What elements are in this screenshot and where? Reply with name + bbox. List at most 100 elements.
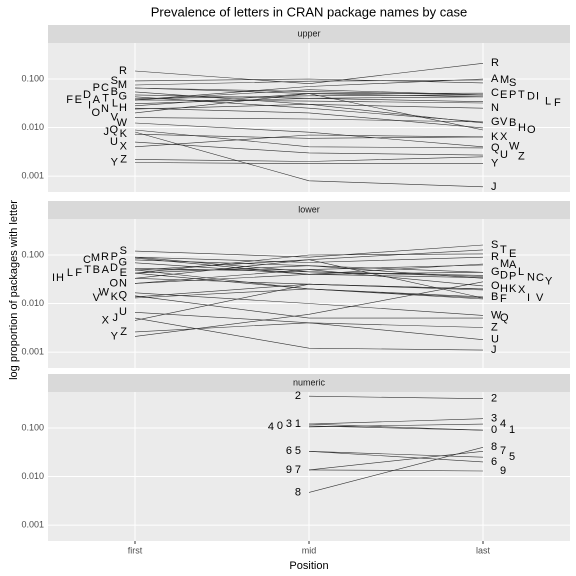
point-label: D [500, 269, 508, 281]
x-axis-label: Position [289, 560, 328, 572]
line [134, 134, 484, 148]
point-label: V [500, 116, 508, 128]
point-label: Q [500, 312, 509, 324]
point-label: I [536, 91, 539, 103]
point-label: B [491, 291, 498, 303]
point-label: C [536, 272, 544, 284]
point-label: 1 [509, 424, 515, 436]
point-label: B [93, 264, 100, 276]
point-label: X [102, 314, 110, 326]
line [134, 322, 484, 333]
point-label: P [93, 82, 100, 94]
point-label: 9 [286, 464, 292, 476]
point-label: J [104, 126, 110, 138]
point-label: D [527, 91, 535, 103]
point-label: V [536, 292, 544, 304]
point-label: U [110, 136, 118, 148]
point-label: 3 [286, 418, 292, 430]
y-axis-label: log proportion of packages with letter [8, 200, 20, 380]
point-label: P [509, 89, 516, 101]
point-label: W [491, 309, 502, 321]
point-label: O [527, 124, 536, 136]
point-label: R [101, 251, 109, 263]
line [134, 162, 483, 164]
line [308, 451, 484, 458]
point-label: L [67, 267, 73, 279]
point-label: 8 [491, 441, 497, 453]
y-tick-label: 0.010 [21, 298, 44, 308]
point-label: D [110, 262, 118, 274]
point-label: C [101, 82, 109, 94]
point-label: 0 [277, 420, 283, 432]
point-label: L [518, 266, 524, 278]
point-label: P [509, 270, 516, 282]
chart-title: Prevalence of letters in CRAN package na… [151, 4, 468, 19]
line [134, 117, 484, 123]
point-label: D [83, 89, 91, 101]
line [134, 103, 484, 110]
point-label: O [91, 107, 100, 119]
y-tick-label: 0.001 [21, 519, 44, 529]
line [134, 129, 484, 149]
point-label: R [119, 65, 127, 77]
line [134, 93, 484, 131]
y-tick-label: 0.001 [21, 346, 44, 356]
point-label: 0 [491, 424, 497, 436]
x-tick-label: mid [302, 545, 317, 555]
point-label: 6 [491, 456, 497, 468]
point-label: V [111, 112, 119, 124]
point-label: S [491, 239, 498, 251]
point-label: T [500, 244, 507, 256]
line [134, 96, 484, 123]
point-label: B [509, 117, 516, 129]
point-label: R [491, 57, 499, 69]
point-label: T [102, 93, 109, 105]
line [134, 141, 484, 156]
point-label: Q [109, 124, 118, 136]
point-label: X [120, 141, 128, 153]
point-label: W [509, 141, 520, 153]
point-label: N [101, 103, 109, 115]
line [308, 423, 484, 431]
point-label: U [500, 149, 508, 161]
point-label: C [83, 254, 91, 266]
point-label: K [491, 131, 499, 143]
point-label: P [111, 251, 118, 263]
point-label: J [491, 181, 497, 193]
strip [48, 25, 570, 43]
point-label: M [118, 79, 127, 91]
strip [48, 201, 570, 219]
line [134, 256, 484, 263]
line [134, 94, 484, 100]
point-label: T [518, 89, 525, 101]
point-label: A [102, 264, 110, 276]
point-label: J [113, 312, 119, 324]
point-label: Y [491, 158, 499, 170]
point-label: 3 [491, 413, 497, 425]
point-label: A [491, 73, 499, 85]
point-label: Z [120, 153, 127, 165]
point-label: 2 [295, 390, 301, 402]
point-label: M [91, 252, 100, 264]
point-label: N [491, 102, 499, 114]
line [308, 451, 484, 471]
point-label: G [491, 116, 500, 128]
point-label: H [119, 102, 127, 114]
point-label: U [491, 334, 499, 346]
x-tick-label: first [128, 545, 143, 555]
point-label: F [554, 97, 561, 109]
line [134, 317, 484, 351]
line [134, 295, 483, 319]
line [134, 269, 484, 287]
point-label: G [118, 257, 127, 269]
point-label: R [491, 251, 499, 263]
point-label: 4 [268, 421, 274, 433]
point-label: I [52, 272, 55, 284]
point-label: G [118, 91, 127, 103]
point-label: 7 [295, 464, 301, 476]
point-label: Z [120, 326, 127, 338]
point-label: K [509, 283, 517, 295]
point-label: F [66, 94, 73, 106]
line [308, 423, 484, 428]
